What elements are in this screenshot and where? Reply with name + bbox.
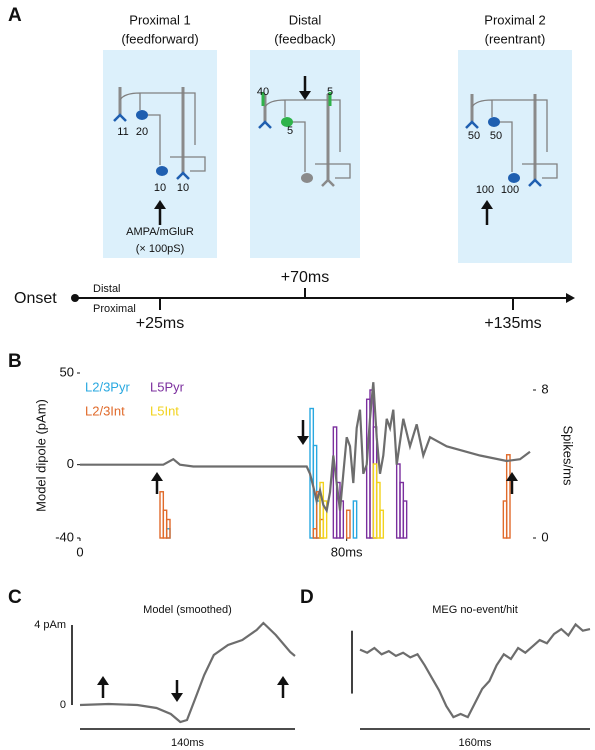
column-title: Distal <box>289 12 322 27</box>
x-label: 160ms <box>458 737 492 749</box>
line <box>359 622 591 719</box>
line <box>79 621 296 724</box>
panel-label: D <box>300 587 314 608</box>
x-tick-label: 0 <box>76 544 83 559</box>
soma <box>321 178 335 187</box>
interneuron <box>281 117 293 127</box>
legend-entry: L5Int <box>150 403 179 418</box>
x-tick-label: 80ms <box>331 544 363 559</box>
x-label: 140ms <box>171 737 205 749</box>
chart-title: MEG no-event/hit <box>432 604 518 616</box>
histogram-bin <box>345 509 351 539</box>
histogram-bin <box>402 500 408 539</box>
column-subtitle: (reentrant) <box>485 31 546 46</box>
time: +70ms <box>281 269 329 286</box>
arrow-head <box>154 200 166 209</box>
weight: 5 <box>327 86 333 98</box>
y-label: Model dipole (pAm) <box>33 399 48 512</box>
weight: 20 <box>136 126 148 138</box>
soma <box>465 120 479 129</box>
y-tick-label: 50 <box>60 364 74 379</box>
weight: 5 <box>287 125 293 137</box>
arrow-head <box>481 200 493 209</box>
interneuron <box>156 166 168 176</box>
chart-title: Model (smoothed) <box>143 604 232 616</box>
timeline-arrow <box>566 293 575 303</box>
y2-label: Spikes/ms <box>561 426 576 486</box>
arrow-head <box>297 436 309 445</box>
box <box>458 50 572 263</box>
y2-tick-label: 0 <box>541 529 548 544</box>
histogram-bin <box>379 509 385 539</box>
y2-tick-label: 8 <box>541 381 548 396</box>
weight: 10 <box>154 182 166 194</box>
distal-label: Distal <box>93 283 121 295</box>
legend-entry: L2/3Int <box>85 403 125 418</box>
soma <box>528 178 542 187</box>
panel-label: C <box>8 587 22 608</box>
column-title: Proximal 2 <box>484 12 545 27</box>
soma <box>176 171 190 180</box>
interneuron <box>508 173 520 183</box>
soma <box>258 120 272 129</box>
column-subtitle: (feedforward) <box>121 31 198 46</box>
onset-dot <box>71 294 79 302</box>
arrow-head <box>97 676 109 685</box>
arrow-head <box>506 472 518 481</box>
weight: 40 <box>257 86 269 98</box>
panel-label: A <box>8 5 22 26</box>
panel-label: B <box>8 351 22 372</box>
arrow-head <box>151 472 163 481</box>
arrow-head <box>277 676 289 685</box>
legend-entry: L2/3Pyr <box>85 379 130 394</box>
weight: 100 <box>476 184 494 196</box>
interneuron <box>301 173 313 183</box>
interneuron <box>136 110 148 120</box>
column-title: Proximal 1 <box>129 12 190 27</box>
arrow-head <box>299 91 311 100</box>
arrow-head <box>171 693 183 702</box>
y-tick-label: 0 <box>67 456 74 471</box>
y-tick-label: 0 <box>60 699 66 711</box>
legend-entry: L5Pyr <box>150 379 185 394</box>
note: AMPA/mGluR <box>126 226 194 238</box>
histogram-bin <box>322 500 328 539</box>
proximal-label: Proximal <box>93 303 136 315</box>
time: +25ms <box>136 315 184 332</box>
weight: 10 <box>177 182 189 194</box>
y-tick-label: 4 pAm <box>34 619 66 631</box>
note: (× 100pS) <box>136 243 185 255</box>
histogram-bin <box>505 454 511 539</box>
y-tick-label: -40 <box>55 529 74 544</box>
column-subtitle: (feedback) <box>274 31 335 46</box>
wiring <box>471 99 558 179</box>
weight: 100 <box>501 184 519 196</box>
weight: 50 <box>490 130 502 142</box>
onset: Onset <box>14 290 57 307</box>
soma <box>113 113 127 122</box>
wiring <box>264 99 351 179</box>
wiring <box>119 92 206 172</box>
weight: 50 <box>468 130 480 142</box>
time: +135ms <box>484 315 541 332</box>
histogram-bin <box>165 518 171 539</box>
histogram-bin <box>352 500 358 539</box>
weight: 11 <box>117 126 128 138</box>
interneuron <box>488 117 500 127</box>
line <box>80 382 531 514</box>
